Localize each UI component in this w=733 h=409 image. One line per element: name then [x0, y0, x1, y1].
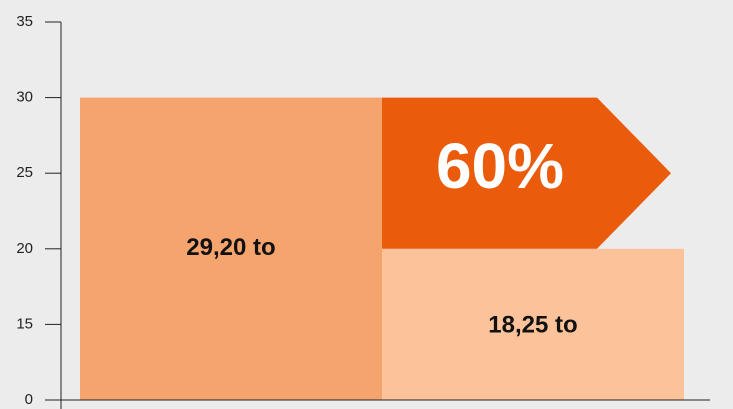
bar-label: 29,20 to — [186, 234, 275, 261]
y-tick-label: 20 — [16, 240, 33, 257]
y-tick-label: 25 — [16, 164, 33, 181]
difference-arrow — [382, 97, 671, 249]
y-tick-label: 35 — [16, 13, 33, 30]
bar — [80, 97, 382, 400]
y-tick-label: 0 — [25, 391, 33, 408]
y-tick-label: 15 — [16, 315, 33, 332]
difference-label: 60% — [436, 130, 564, 202]
y-tick-label: 30 — [16, 89, 33, 106]
bar-label: 18,25 to — [488, 312, 577, 339]
bar — [382, 248, 684, 400]
